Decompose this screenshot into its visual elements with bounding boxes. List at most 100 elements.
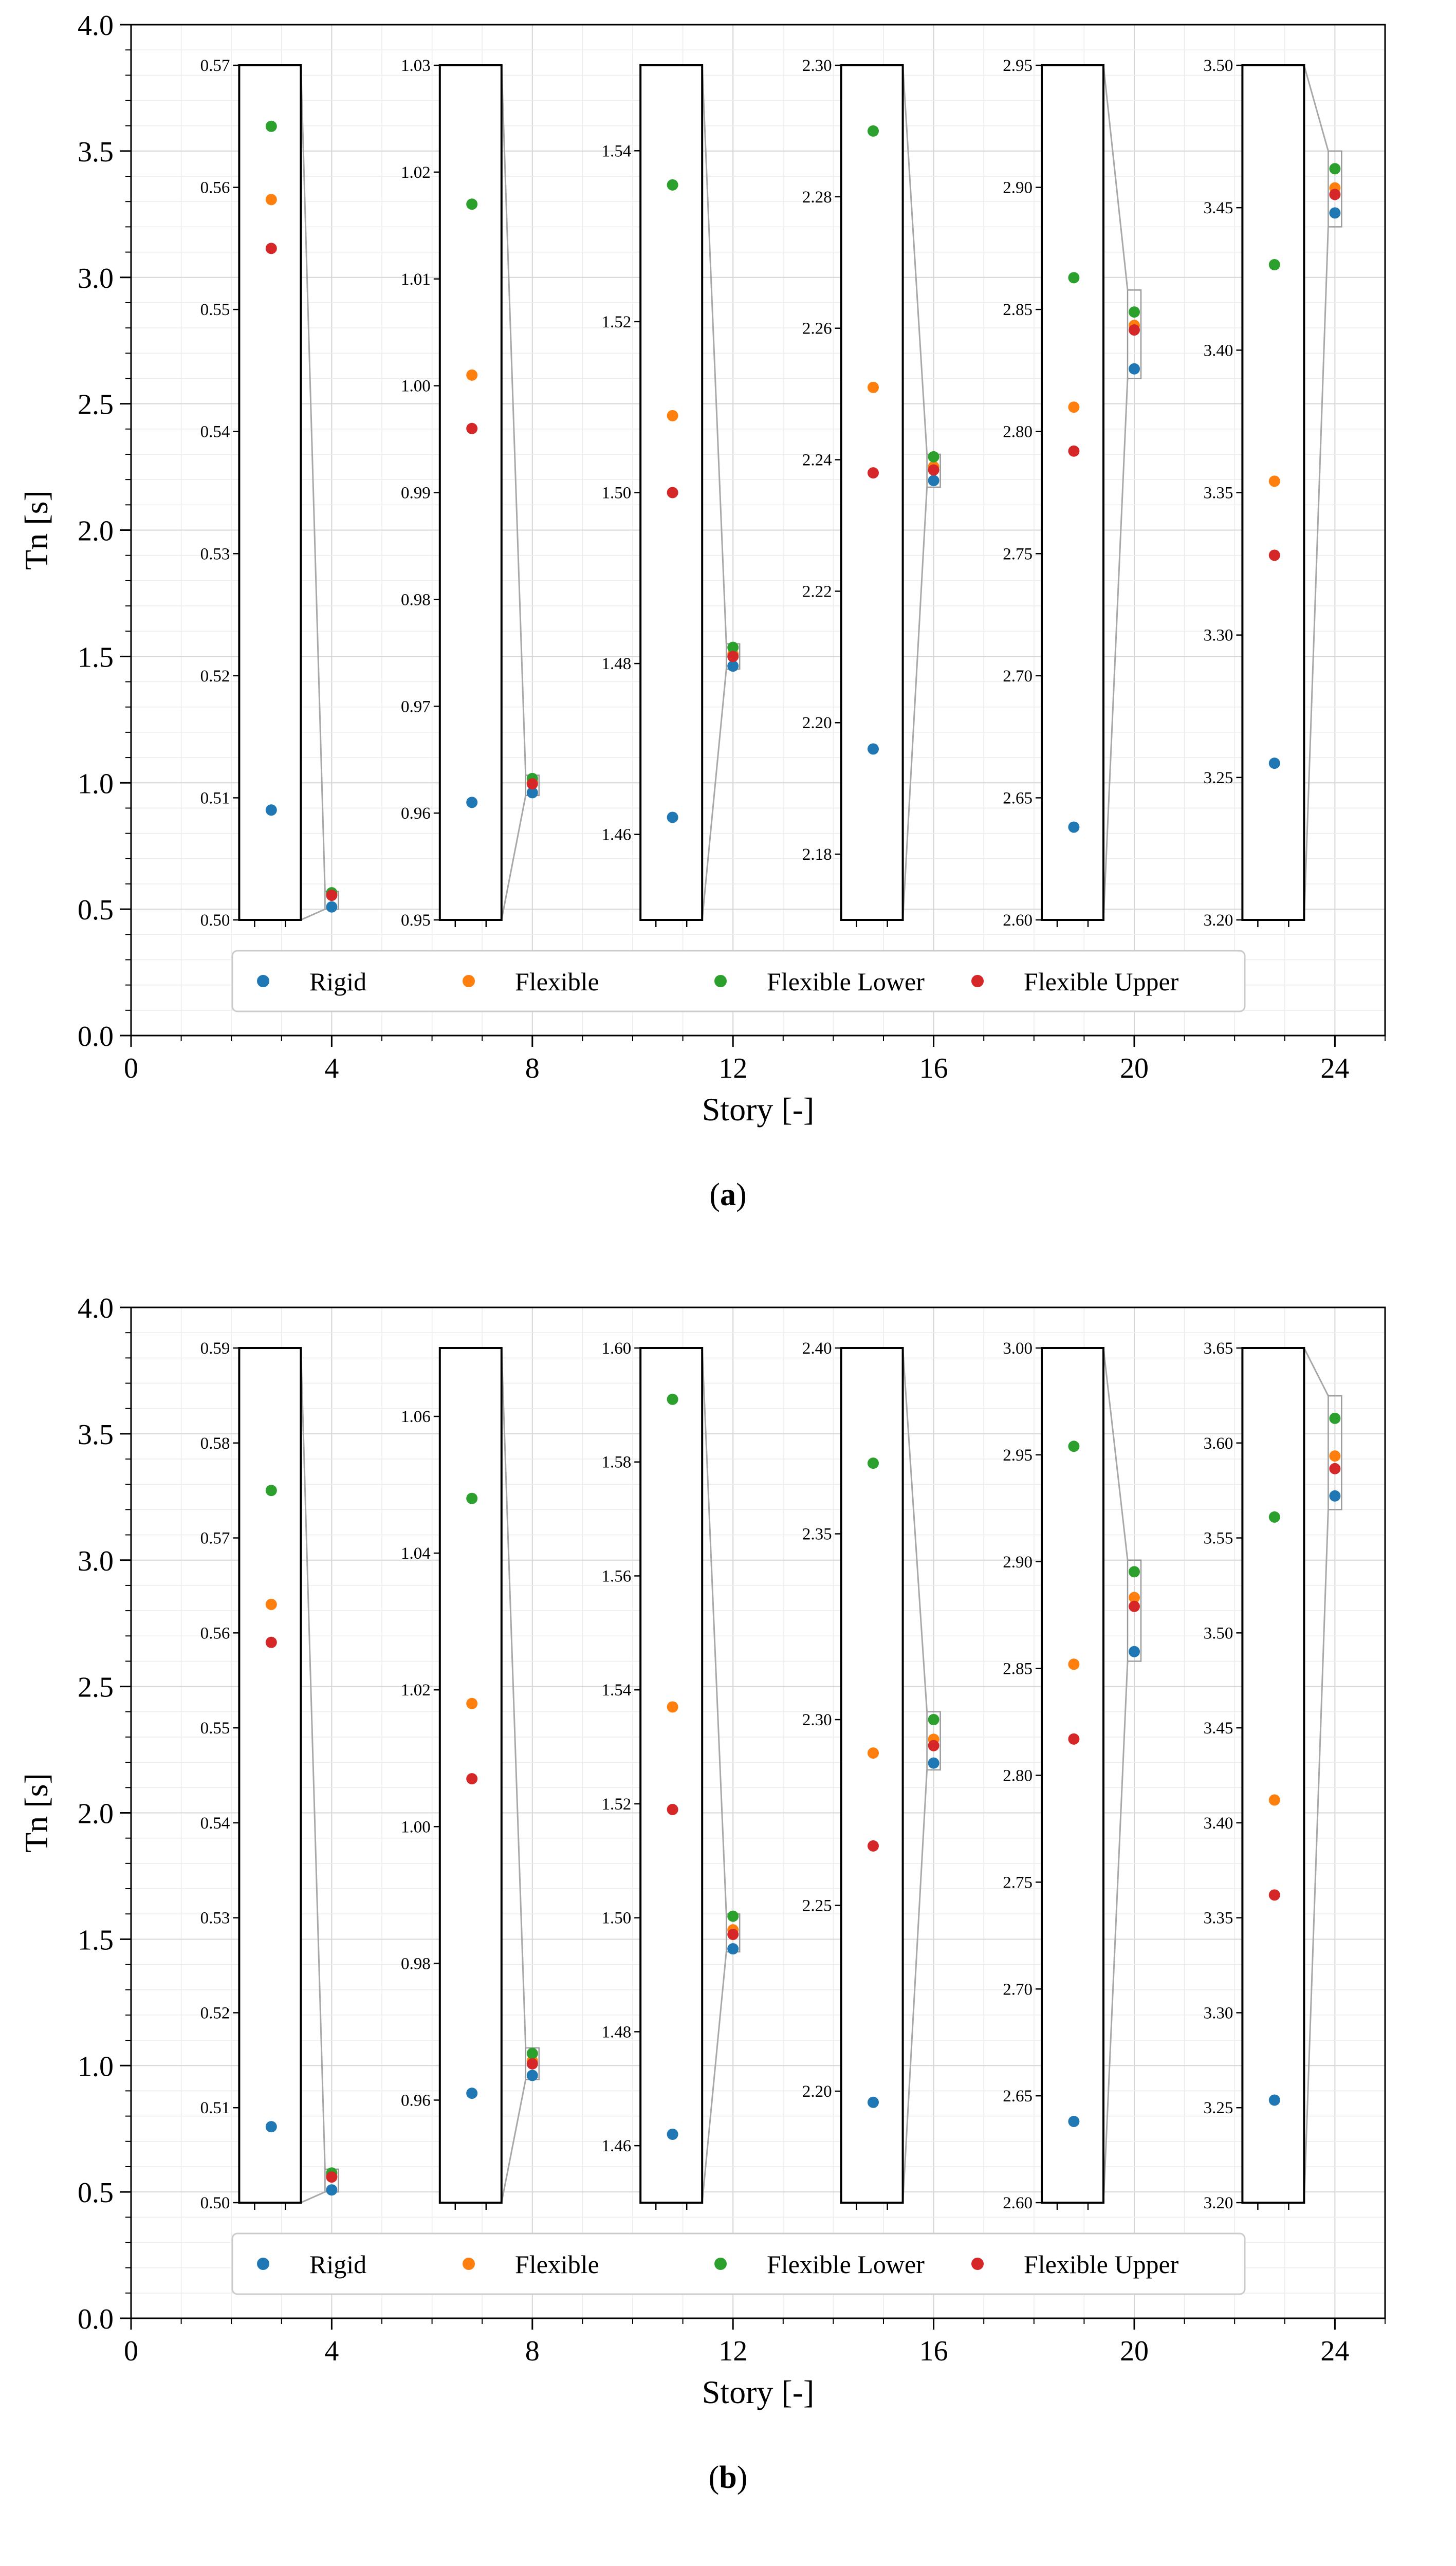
inset-y-tick-label: 2.30 [802,57,832,75]
zoom-connector-top [1303,1347,1329,1396]
inset-point-flexible [1268,475,1280,487]
zoom-connector-top [1102,1347,1129,1560]
inset-y-tick-label: 2.90 [1003,179,1033,197]
inset-y-tick-label: 1.50 [601,484,631,503]
point-flexible-upper [928,464,939,476]
inset-point-flexible-lower [265,1485,277,1497]
x-tick-label: 8 [525,2335,540,2367]
inset-point-flexible [265,194,277,206]
inset-y-tick-label: 2.20 [802,2082,832,2101]
inset-point-flexible [868,1747,879,1759]
legend-marker-flexible-upper [971,975,984,987]
inset-y-tick-label: 0.50 [200,2194,230,2212]
zoom-connector-top [701,1347,727,1914]
inset-y-tick-label: 2.65 [1003,789,1033,807]
inset-y-tick-label: 2.24 [802,451,832,470]
inset-point-flexible-lower [1068,272,1080,284]
inset-point-flexible [265,1598,277,1610]
inset-y-tick-label: 1.54 [601,1681,631,1700]
inset-point-flexible-upper [868,467,879,479]
inset-point-rigid [667,811,678,823]
inset-y-tick-label: 0.54 [200,1814,230,1833]
inset-y-tick-label: 2.22 [802,582,832,601]
point-flexible-upper [1329,189,1341,200]
inset-point-flexible [1268,1794,1280,1806]
inset-y-tick-label: 3.00 [1003,1339,1033,1358]
inset-point-flexible-upper [667,1804,678,1816]
inset-y-tick-label: 2.35 [802,1525,832,1544]
inset-frame [639,1347,704,2204]
y-tick-label: 3.5 [78,136,114,168]
inset-y-tick-label: 1.00 [401,1818,431,1836]
inset-point-flexible-lower [868,125,879,137]
point-rigid [1329,207,1341,219]
inset-frame [840,64,904,921]
zoom-connector-top [501,65,527,776]
legend-label: Flexible Upper [1024,2250,1179,2279]
inset-point-rigid [868,2096,879,2108]
inset-point-flexible [466,1697,478,1709]
inset-y-tick-label: 0.96 [401,804,431,823]
inset-y-tick-label: 1.52 [601,313,631,331]
inset-y-tick-label: 2.70 [1003,1980,1033,1999]
inset-y-tick-label: 3.25 [1204,769,1233,787]
inset-y-tick-label: 1.46 [601,2137,631,2155]
inset-y-tick-label: 3.20 [1204,911,1233,930]
inset-y-tick-label: 0.54 [200,423,230,441]
inset-y-tick-label: 0.55 [200,301,230,319]
point-flexible-upper [1129,324,1140,336]
inset-y-tick-label: 3.30 [1204,626,1233,645]
legend-box [231,2232,1246,2295]
legend-marker-rigid [257,975,269,987]
y-tick-label: 3.5 [78,1419,114,1451]
inset-y-tick-label: 2.95 [1003,1446,1033,1465]
point-rigid [727,1943,739,1955]
legend-marker-flexible-lower [714,2258,727,2270]
inset-y-tick-label: 1.56 [601,1567,631,1585]
inset-y-tick-label: 2.20 [802,714,832,732]
inset-y-tick-label: 2.65 [1003,2087,1033,2106]
point-flexible-lower [1329,1412,1341,1424]
y-axis-label: Tn [s] [18,490,54,570]
inset-point-rigid [466,2088,478,2099]
x-tick-label: 16 [919,1053,948,1084]
inset-y-tick-label: 2.75 [1003,1873,1033,1892]
inset-y-tick-label: 3.60 [1204,1434,1233,1453]
inset-point-flexible-lower [466,1492,478,1504]
panel-label-b: (b) [708,2460,748,2495]
x-tick-label: 16 [919,2335,948,2367]
chart-panel-b: 0 4 8 12 16 20 24 0.0 0.5 1.0 1.5 2.0 2.5 3.0 3.5 4.0 St… [18,1293,1386,2410]
legend-label: Rigid [309,2250,366,2279]
inset-point-flexible-lower [466,198,478,210]
x-tick-label: 24 [1320,2335,1349,2367]
inset-y-tick-label: 0.55 [200,1719,230,1738]
y-tick-label: 1.0 [78,2051,114,2082]
inset-frame [238,64,302,921]
inset-y-tick-label: 0.56 [200,1624,230,1642]
zoom-connector-top [902,1347,928,1712]
inset-y-tick-label: 2.40 [802,1339,832,1358]
inset-y-tick-label: 0.59 [200,1339,230,1358]
inset-y-tick-label: 1.01 [401,270,431,289]
inset-point-flexible-lower [667,179,678,191]
inset-point-flexible-upper [1268,1889,1280,1901]
inset-y-tick-label: 1.00 [401,377,431,396]
inset-y-tick-label: 2.60 [1003,911,1033,930]
legend-label: Flexible Upper [1024,967,1179,996]
point-flexible-lower [1129,1566,1140,1578]
y-tick-label: 0.0 [78,1021,114,1053]
inset-point-rigid [1268,758,1280,769]
point-flexible-lower [526,2047,538,2059]
y-tick-label: 1.5 [78,1924,114,1956]
zoom-connector-top [300,1347,326,2169]
inset-point-flexible-lower [1268,259,1280,271]
inset-y-tick-label: 3.25 [1204,2099,1233,2117]
y-tick-label: 1.0 [78,768,114,800]
legend-label: Flexible Lower [767,967,925,996]
zoom-connector-bottom [501,795,527,920]
y-tick-label: 4.0 [78,1293,114,1324]
legend-label: Flexible [515,967,599,996]
inset-point-rigid [265,804,277,816]
inset-point-rigid [1268,2094,1280,2106]
inset-y-tick-label: 1.04 [401,1544,431,1563]
